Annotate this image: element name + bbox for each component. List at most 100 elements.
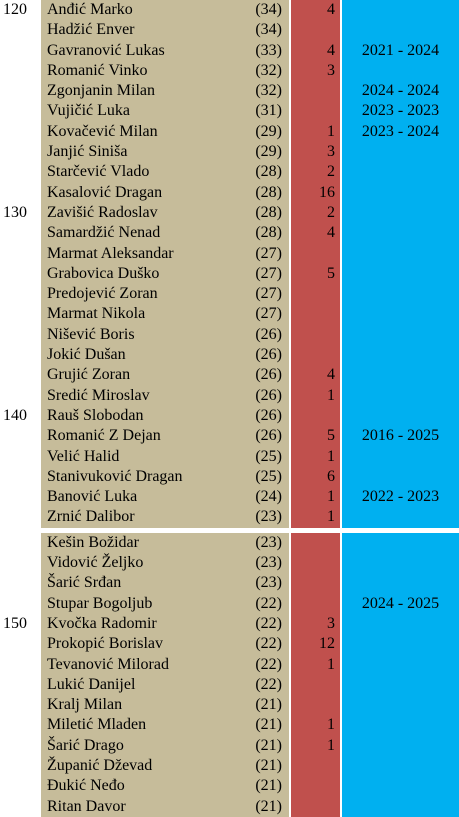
- period-cell: [342, 507, 459, 528]
- player-name: Zrnić Dalibor: [47, 508, 135, 526]
- name-cell: Marmat Aleksandar (27): [41, 243, 289, 264]
- player-name: Stupar Bogoljub: [47, 594, 153, 612]
- table-row: Ritan Davor (21): [0, 796, 459, 817]
- count-cell: [291, 532, 340, 554]
- count-cell: 1: [291, 487, 340, 508]
- player-age: (21): [255, 736, 282, 754]
- player-age: (27): [255, 285, 282, 303]
- player-age: (21): [255, 777, 282, 795]
- count-cell: 1: [291, 715, 340, 736]
- player-age: (21): [255, 716, 282, 734]
- name-cell: Vidović Željko (23): [41, 553, 289, 574]
- name-cell: Šarić Srđan (23): [41, 573, 289, 594]
- player-name: Tevanović Milorad: [47, 655, 169, 673]
- count-cell: 1: [291, 385, 340, 406]
- player-age: (34): [255, 1, 282, 18]
- table-row: 130 Zavišić Radoslav (28) 2: [0, 202, 459, 224]
- name-cell: Stupar Bogoljub (22): [41, 593, 289, 614]
- table-row: Vujičić Luka (31) 2023 - 2023: [0, 101, 459, 122]
- period-cell: [342, 162, 459, 183]
- table-row: Banović Luka (24) 1 2022 - 2023: [0, 487, 459, 508]
- period-cell: [342, 446, 459, 467]
- player-age: (24): [255, 488, 282, 506]
- name-cell: Kešin Božidar (23): [41, 532, 289, 554]
- player-age: (25): [255, 467, 282, 485]
- table-row: Zgonjanin Milan (32) 2024 - 2024: [0, 81, 459, 102]
- count-cell: 4: [291, 223, 340, 244]
- count-cell: [291, 324, 340, 346]
- name-cell: Zavišić Radoslav (28): [41, 202, 289, 224]
- table-row: 120 Anđić Marko (34) 4: [0, 0, 459, 21]
- table-row: Kovačević Milan (29) 1 2023 - 2024: [0, 121, 459, 143]
- count-cell: 1: [291, 507, 340, 528]
- name-cell: Kralj Milan (21): [41, 695, 289, 716]
- player-name: Grujić Zoran: [47, 366, 131, 384]
- name-cell: Janjić Siniša (29): [41, 142, 289, 163]
- count-cell: 3: [291, 60, 340, 82]
- table-row: Đukić Neđo (21): [0, 776, 459, 797]
- period-cell: [342, 345, 459, 366]
- count-cell: [291, 20, 340, 41]
- count-cell: [291, 345, 340, 366]
- player-age: (26): [255, 346, 282, 364]
- count-cell: [291, 593, 340, 614]
- table-row: Romanić Vinko (32) 3: [0, 60, 459, 82]
- period-cell: [342, 304, 459, 325]
- count-cell: [291, 695, 340, 716]
- period-cell: [342, 0, 459, 21]
- period-cell: [342, 243, 459, 264]
- period-cell: [342, 613, 459, 635]
- player-name: Šarić Srđan: [47, 574, 122, 592]
- player-name: Zavišić Radoslav: [47, 203, 158, 221]
- period-cell: 2022 - 2023: [342, 487, 459, 508]
- table-row: Kešin Božidar (23): [0, 532, 459, 554]
- period-cell: [342, 365, 459, 386]
- table-row: Šarić Srđan (23): [0, 573, 459, 594]
- period-cell: [342, 674, 459, 696]
- player-age: (23): [255, 508, 282, 526]
- count-cell: 2: [291, 202, 340, 224]
- period-cell: [342, 223, 459, 244]
- period-cell: [342, 715, 459, 736]
- player-age: (22): [255, 594, 282, 612]
- name-cell: Miletić Mladen (21): [41, 715, 289, 736]
- player-age: (27): [255, 264, 282, 282]
- name-cell: Kovačević Milan (29): [41, 121, 289, 143]
- count-cell: 5: [291, 263, 340, 285]
- name-cell: Romanić Z Dejan (26): [41, 426, 289, 447]
- table-row: Jokić Dušan (26): [0, 345, 459, 366]
- player-name: Šarić Drago: [47, 736, 124, 754]
- table-row: Gavranović Lukas (33) 4 2021 - 2024: [0, 40, 459, 61]
- player-age: (32): [255, 61, 282, 79]
- name-cell: Rauš Slobodan (26): [41, 405, 289, 427]
- table-row: Janjić Siniša (29) 3: [0, 142, 459, 163]
- player-age: (26): [255, 406, 282, 424]
- count-cell: 4: [291, 40, 340, 61]
- name-cell: Zgonjanin Milan (32): [41, 81, 289, 102]
- name-cell: Banović Luka (24): [41, 487, 289, 508]
- player-age: (28): [255, 224, 282, 242]
- count-cell: [291, 796, 340, 817]
- player-name: Anđić Marko: [47, 1, 133, 18]
- player-name: Marmat Nikola: [47, 305, 146, 323]
- player-name: Nišević Boris: [47, 325, 135, 343]
- player-age: (23): [255, 574, 282, 592]
- player-age: (23): [255, 533, 282, 551]
- player-name: Rauš Slobodan: [47, 406, 144, 424]
- period-cell: [342, 182, 459, 203]
- player-age: (31): [255, 102, 282, 120]
- player-name: Romanić Z Dejan: [47, 427, 161, 445]
- player-age: (21): [255, 797, 282, 815]
- count-cell: [291, 755, 340, 777]
- count-cell: 3: [291, 613, 340, 635]
- period-cell: [342, 60, 459, 82]
- player-age: (28): [255, 203, 282, 221]
- player-name: Sredić Miroslav: [47, 386, 150, 404]
- name-cell: Predojević Zoran (27): [41, 284, 289, 305]
- player-name: Hadžić Enver: [47, 21, 135, 39]
- count-cell: [291, 81, 340, 102]
- player-age: (22): [255, 614, 282, 632]
- rank-number: 150: [3, 614, 27, 632]
- period-cell: [342, 573, 459, 594]
- name-cell: Kvočka Radomir (22): [41, 613, 289, 635]
